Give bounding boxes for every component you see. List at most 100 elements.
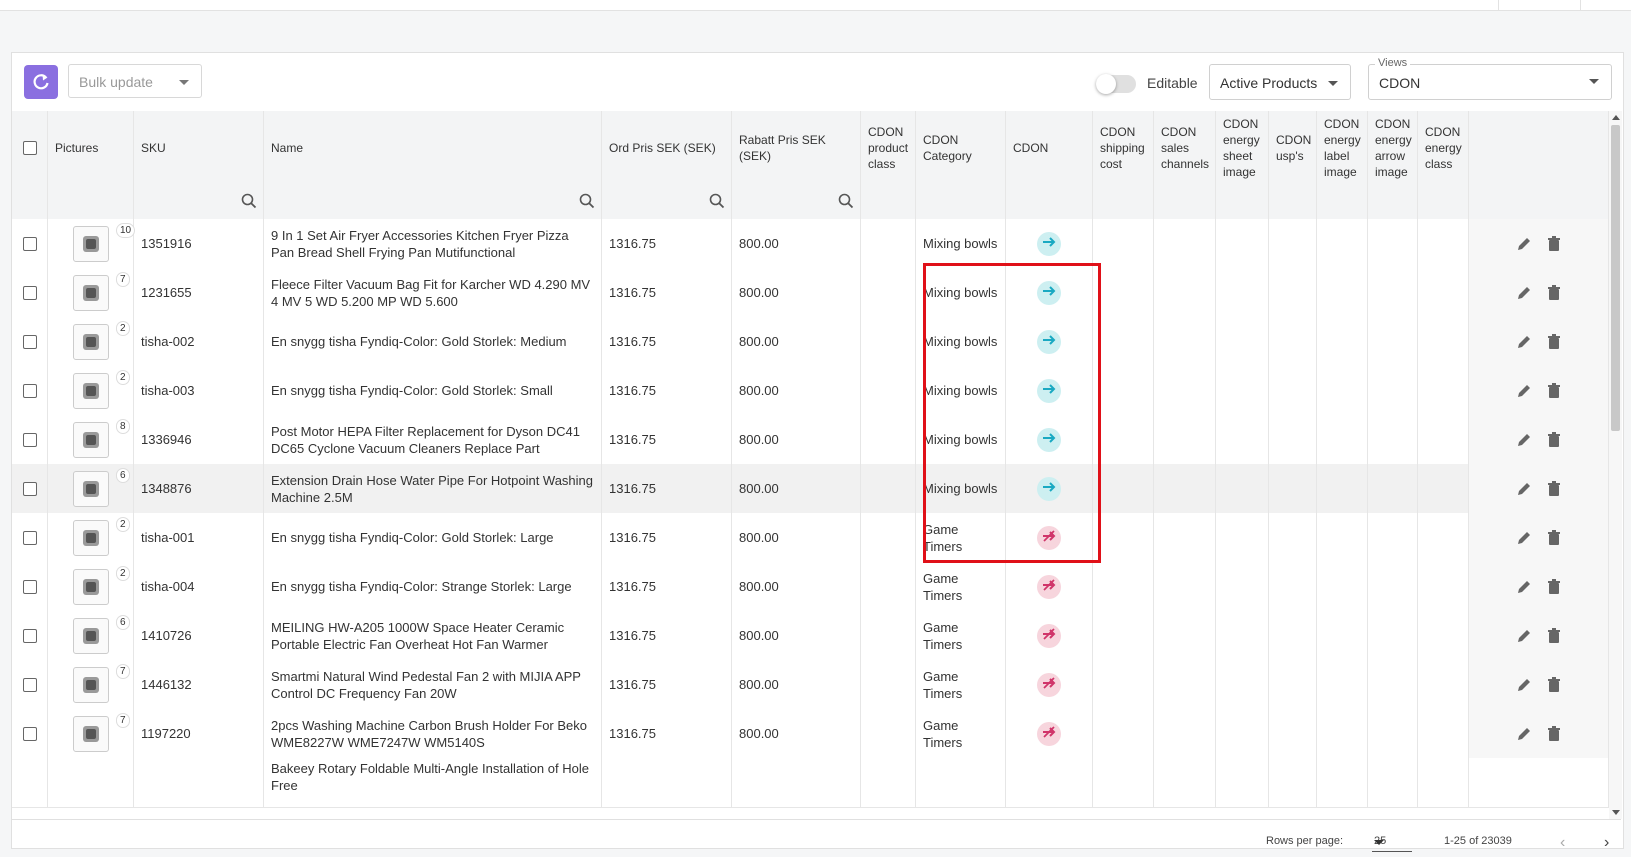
search-icon[interactable] [241,193,257,214]
edit-icon[interactable] [1513,576,1535,598]
search-icon[interactable] [838,193,854,214]
search-icon[interactable] [579,193,595,214]
header-usps: CDON usp's [1269,111,1317,185]
product-thumbnail[interactable] [72,372,109,409]
table-row[interactable]: 2 tisha-004 En snygg tisha Fyndiq-Color: S… [12,562,1609,612]
table-row[interactable]: 7 1231655 Fleece Filter Vacuum Bag Fit for… [12,268,1609,318]
product-filter-select[interactable]: Active Products [1209,64,1351,100]
sku-text: 1231655 [141,285,192,300]
row-checkbox[interactable] [22,383,37,398]
views-legend: Views [1375,57,1411,69]
table-row[interactable]: 6 1410726 MEILING HW-A205 1000W Space Heat… [12,611,1609,661]
row-checkbox[interactable] [22,481,37,496]
cdon-export-button[interactable] [1037,427,1061,452]
cdon-disabled-button[interactable] [1037,623,1061,648]
next-page-button[interactable]: › [1604,834,1610,851]
column-header-label: CDON energy arrow image [1375,117,1412,179]
category-value: Mixing bowls [923,383,998,398]
table-row[interactable]: 2 tisha-001 En snygg tisha Fyndiq-Color: G… [12,513,1609,563]
product-name: 9 In 1 Set Air Fryer Accessories Kitchen… [271,227,569,260]
delete-icon[interactable] [1543,380,1565,402]
row-checkbox[interactable] [22,628,37,643]
table-row[interactable]: 7 1446132 Smartmi Natural Wind Pedestal Fa… [12,660,1609,710]
row-checkbox[interactable] [22,432,37,447]
product-thumbnail[interactable] [72,323,109,360]
delete-icon[interactable] [1543,233,1565,255]
row-checkbox[interactable] [22,236,37,251]
edit-icon[interactable] [1513,527,1535,549]
delete-icon[interactable] [1543,331,1565,353]
edit-icon[interactable] [1513,723,1535,745]
row-checkbox[interactable] [22,677,37,692]
cdon-disabled-button[interactable] [1037,721,1061,746]
cell-sales-channels [1154,709,1216,758]
delete-icon[interactable] [1543,625,1565,647]
row-checkbox[interactable] [22,334,37,349]
filter-usps [1269,185,1317,221]
cdon-disabled-button[interactable] [1037,672,1061,697]
cdon-disabled-button[interactable] [1037,525,1061,550]
table-row[interactable]: 7 1197220 2pcs Washing Machine Carbon Brus… [12,709,1609,759]
product-thumbnail[interactable] [72,470,109,507]
table-row[interactable]: 6 1348876 Extension Drain Hose Water Pipe … [12,464,1609,514]
search-icon[interactable] [709,193,725,214]
cdon-export-button[interactable] [1037,329,1061,354]
delete-icon[interactable] [1543,674,1565,696]
cell-pictures [48,758,134,807]
table-row[interactable]: 2 tisha-002 En snygg tisha Fyndiq-Color: G… [12,317,1609,367]
edit-icon[interactable] [1513,478,1535,500]
row-checkbox[interactable] [22,285,37,300]
product-thumbnail[interactable] [72,274,109,311]
cell-energy-arrow [1368,366,1418,415]
cdon-export-button[interactable] [1037,280,1061,305]
scrollbar-thumb[interactable] [1611,125,1620,431]
scroll-up-icon[interactable] [1612,115,1620,120]
edit-icon[interactable] [1513,331,1535,353]
select-all-checkbox[interactable] [22,141,37,155]
vertical-scrollbar[interactable] [1609,111,1622,819]
edit-icon[interactable] [1513,233,1535,255]
views-select[interactable]: Views CDON [1368,57,1612,100]
rows-per-page-select[interactable]: 25 [1372,835,1412,852]
table-row[interactable]: Bakeey Rotary Foldable Multi-Angle Insta… [12,758,1609,808]
edit-icon[interactable] [1513,380,1535,402]
delete-icon[interactable] [1543,723,1565,745]
arrow-right-icon [1041,430,1057,449]
scroll-down-icon[interactable] [1612,810,1620,815]
product-thumbnail[interactable] [72,617,109,654]
product-thumbnail[interactable] [72,666,109,703]
product-thumbnail[interactable] [72,225,109,262]
row-checkbox[interactable] [22,726,37,741]
cdon-export-button[interactable] [1037,476,1061,501]
edit-icon[interactable] [1513,674,1535,696]
cdon-disabled-button[interactable] [1037,574,1061,599]
product-thumbnail[interactable] [72,519,109,556]
table-row[interactable]: 2 tisha-003 En snygg tisha Fyndiq-Color: G… [12,366,1609,416]
row-checkbox[interactable] [22,579,37,594]
delete-icon[interactable] [1543,576,1565,598]
table-row[interactable]: 10 1351916 9 In 1 Set Air Fryer Accessorie… [12,219,1609,269]
cdon-export-button[interactable] [1037,378,1061,403]
delete-icon[interactable] [1543,478,1565,500]
edit-icon[interactable] [1513,625,1535,647]
edit-icon[interactable] [1513,429,1535,451]
refresh-button[interactable] [24,65,58,99]
row-checkbox[interactable] [22,530,37,545]
column-header-label: CDON usp's [1276,133,1312,163]
delete-icon[interactable] [1543,429,1565,451]
edit-icon[interactable] [1513,282,1535,304]
product-thumbnail[interactable] [72,715,109,752]
cell-actions [1469,268,1609,317]
editable-toggle[interactable] [1096,74,1136,94]
previous-page-button[interactable]: ‹ [1560,834,1566,851]
product-thumbnail[interactable] [72,421,109,458]
table-row[interactable]: 8 1336946 Post Motor HEPA Filter Replaceme… [12,415,1609,465]
cell-sales-channels [1154,562,1216,611]
delete-icon[interactable] [1543,527,1565,549]
product-thumbnail[interactable] [72,568,109,605]
cdon-export-button[interactable] [1037,231,1061,256]
cell-category: Game Timers [916,513,1006,562]
cell-sku: tisha-001 [134,513,264,562]
bulk-update-select[interactable]: Bulk update [68,64,202,98]
delete-icon[interactable] [1543,282,1565,304]
